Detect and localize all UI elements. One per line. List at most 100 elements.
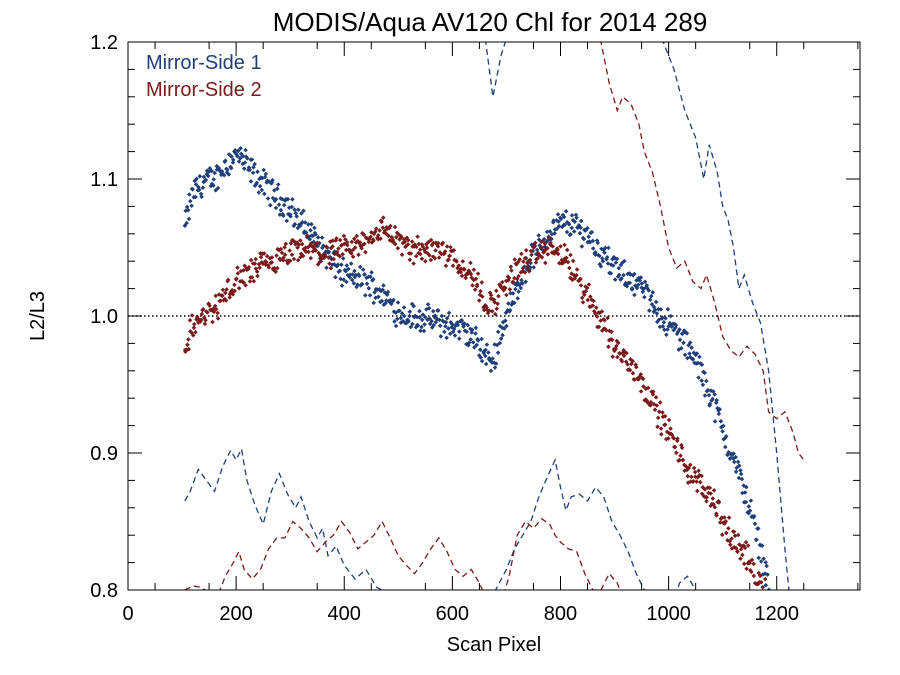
data-point xyxy=(407,309,413,314)
data-point xyxy=(608,271,614,276)
data-point xyxy=(692,469,698,475)
data-point xyxy=(422,322,427,327)
data-point xyxy=(343,268,348,274)
data-point xyxy=(308,228,313,233)
data-point xyxy=(479,280,485,285)
data-point xyxy=(215,316,221,321)
data-point xyxy=(363,293,368,298)
data-point xyxy=(615,354,620,360)
data-point xyxy=(337,268,343,274)
data-point xyxy=(355,282,360,287)
data-point xyxy=(523,248,529,253)
data-point xyxy=(422,314,428,320)
data-point xyxy=(476,298,482,303)
data-point xyxy=(584,285,590,291)
data-point xyxy=(678,453,683,458)
data-point xyxy=(702,487,708,492)
data-point xyxy=(515,296,520,301)
data-point xyxy=(504,323,509,329)
data-point xyxy=(306,249,311,255)
data-point xyxy=(609,337,615,343)
data-point xyxy=(616,272,622,278)
data-point xyxy=(729,536,734,541)
data-point xyxy=(395,300,401,305)
data-point xyxy=(343,237,348,242)
legend-series-2: Mirror-Side 2 xyxy=(146,79,262,101)
data-point xyxy=(442,249,448,254)
data-point xyxy=(255,273,260,279)
data-point xyxy=(464,329,469,334)
data-point xyxy=(723,444,728,450)
data-point xyxy=(268,202,273,208)
data-point xyxy=(509,268,514,273)
data-point xyxy=(748,498,754,503)
data-point xyxy=(401,305,407,310)
data-point xyxy=(614,343,619,349)
data-point xyxy=(250,170,256,176)
data-point xyxy=(758,559,764,564)
data-point xyxy=(359,281,365,287)
data-point xyxy=(675,436,680,441)
data-point xyxy=(624,350,629,356)
data-point xyxy=(612,277,618,282)
data-point xyxy=(359,245,364,251)
data-point xyxy=(743,499,749,505)
data-point xyxy=(479,358,485,364)
data-point xyxy=(420,312,426,317)
data-point xyxy=(569,213,575,218)
data-point xyxy=(533,260,539,265)
data-point xyxy=(696,375,701,380)
data-point xyxy=(740,552,745,558)
data-point xyxy=(313,248,319,253)
data-point xyxy=(457,329,462,334)
data-point xyxy=(756,555,761,561)
data-point xyxy=(652,307,658,313)
data-point xyxy=(423,259,428,264)
data-point xyxy=(488,292,494,298)
data-point xyxy=(197,174,203,179)
data-point xyxy=(616,340,621,346)
data-point xyxy=(338,276,343,282)
data-point xyxy=(399,235,404,240)
data-point xyxy=(472,287,478,292)
data-point xyxy=(275,186,280,191)
data-point xyxy=(224,287,229,292)
data-point xyxy=(433,320,439,325)
data-point xyxy=(645,385,651,391)
data-point xyxy=(495,301,500,307)
data-point xyxy=(574,272,579,278)
data-point xyxy=(278,207,284,213)
data-point xyxy=(687,351,692,356)
x-tick-label: 1200 xyxy=(754,603,799,625)
spread-lines-layer xyxy=(184,42,805,590)
data-point xyxy=(588,294,593,299)
data-point xyxy=(578,218,584,224)
data-point xyxy=(657,400,663,405)
data-point xyxy=(272,266,277,271)
data-point xyxy=(536,233,541,238)
data-point xyxy=(555,212,561,217)
data-point xyxy=(243,283,248,288)
y-tick-label: 1.1 xyxy=(90,169,118,191)
data-point xyxy=(760,595,765,600)
data-point xyxy=(328,265,334,271)
data-point xyxy=(569,225,575,231)
data-point xyxy=(333,274,338,280)
data-point xyxy=(242,166,247,171)
data-point xyxy=(455,322,461,328)
data-point xyxy=(370,277,376,282)
data-point xyxy=(277,212,283,217)
data-point xyxy=(691,465,697,471)
data-point xyxy=(517,257,522,262)
data-point xyxy=(743,540,749,545)
data-point xyxy=(288,214,293,219)
data-point xyxy=(636,282,641,288)
data-point xyxy=(738,556,743,561)
data-point xyxy=(495,329,501,335)
x-axis-label: Scan Pixel xyxy=(447,634,542,656)
data-point xyxy=(444,244,450,249)
data-point xyxy=(661,320,667,325)
data-point xyxy=(662,327,667,333)
data-point xyxy=(565,259,571,265)
data-point xyxy=(475,338,481,343)
